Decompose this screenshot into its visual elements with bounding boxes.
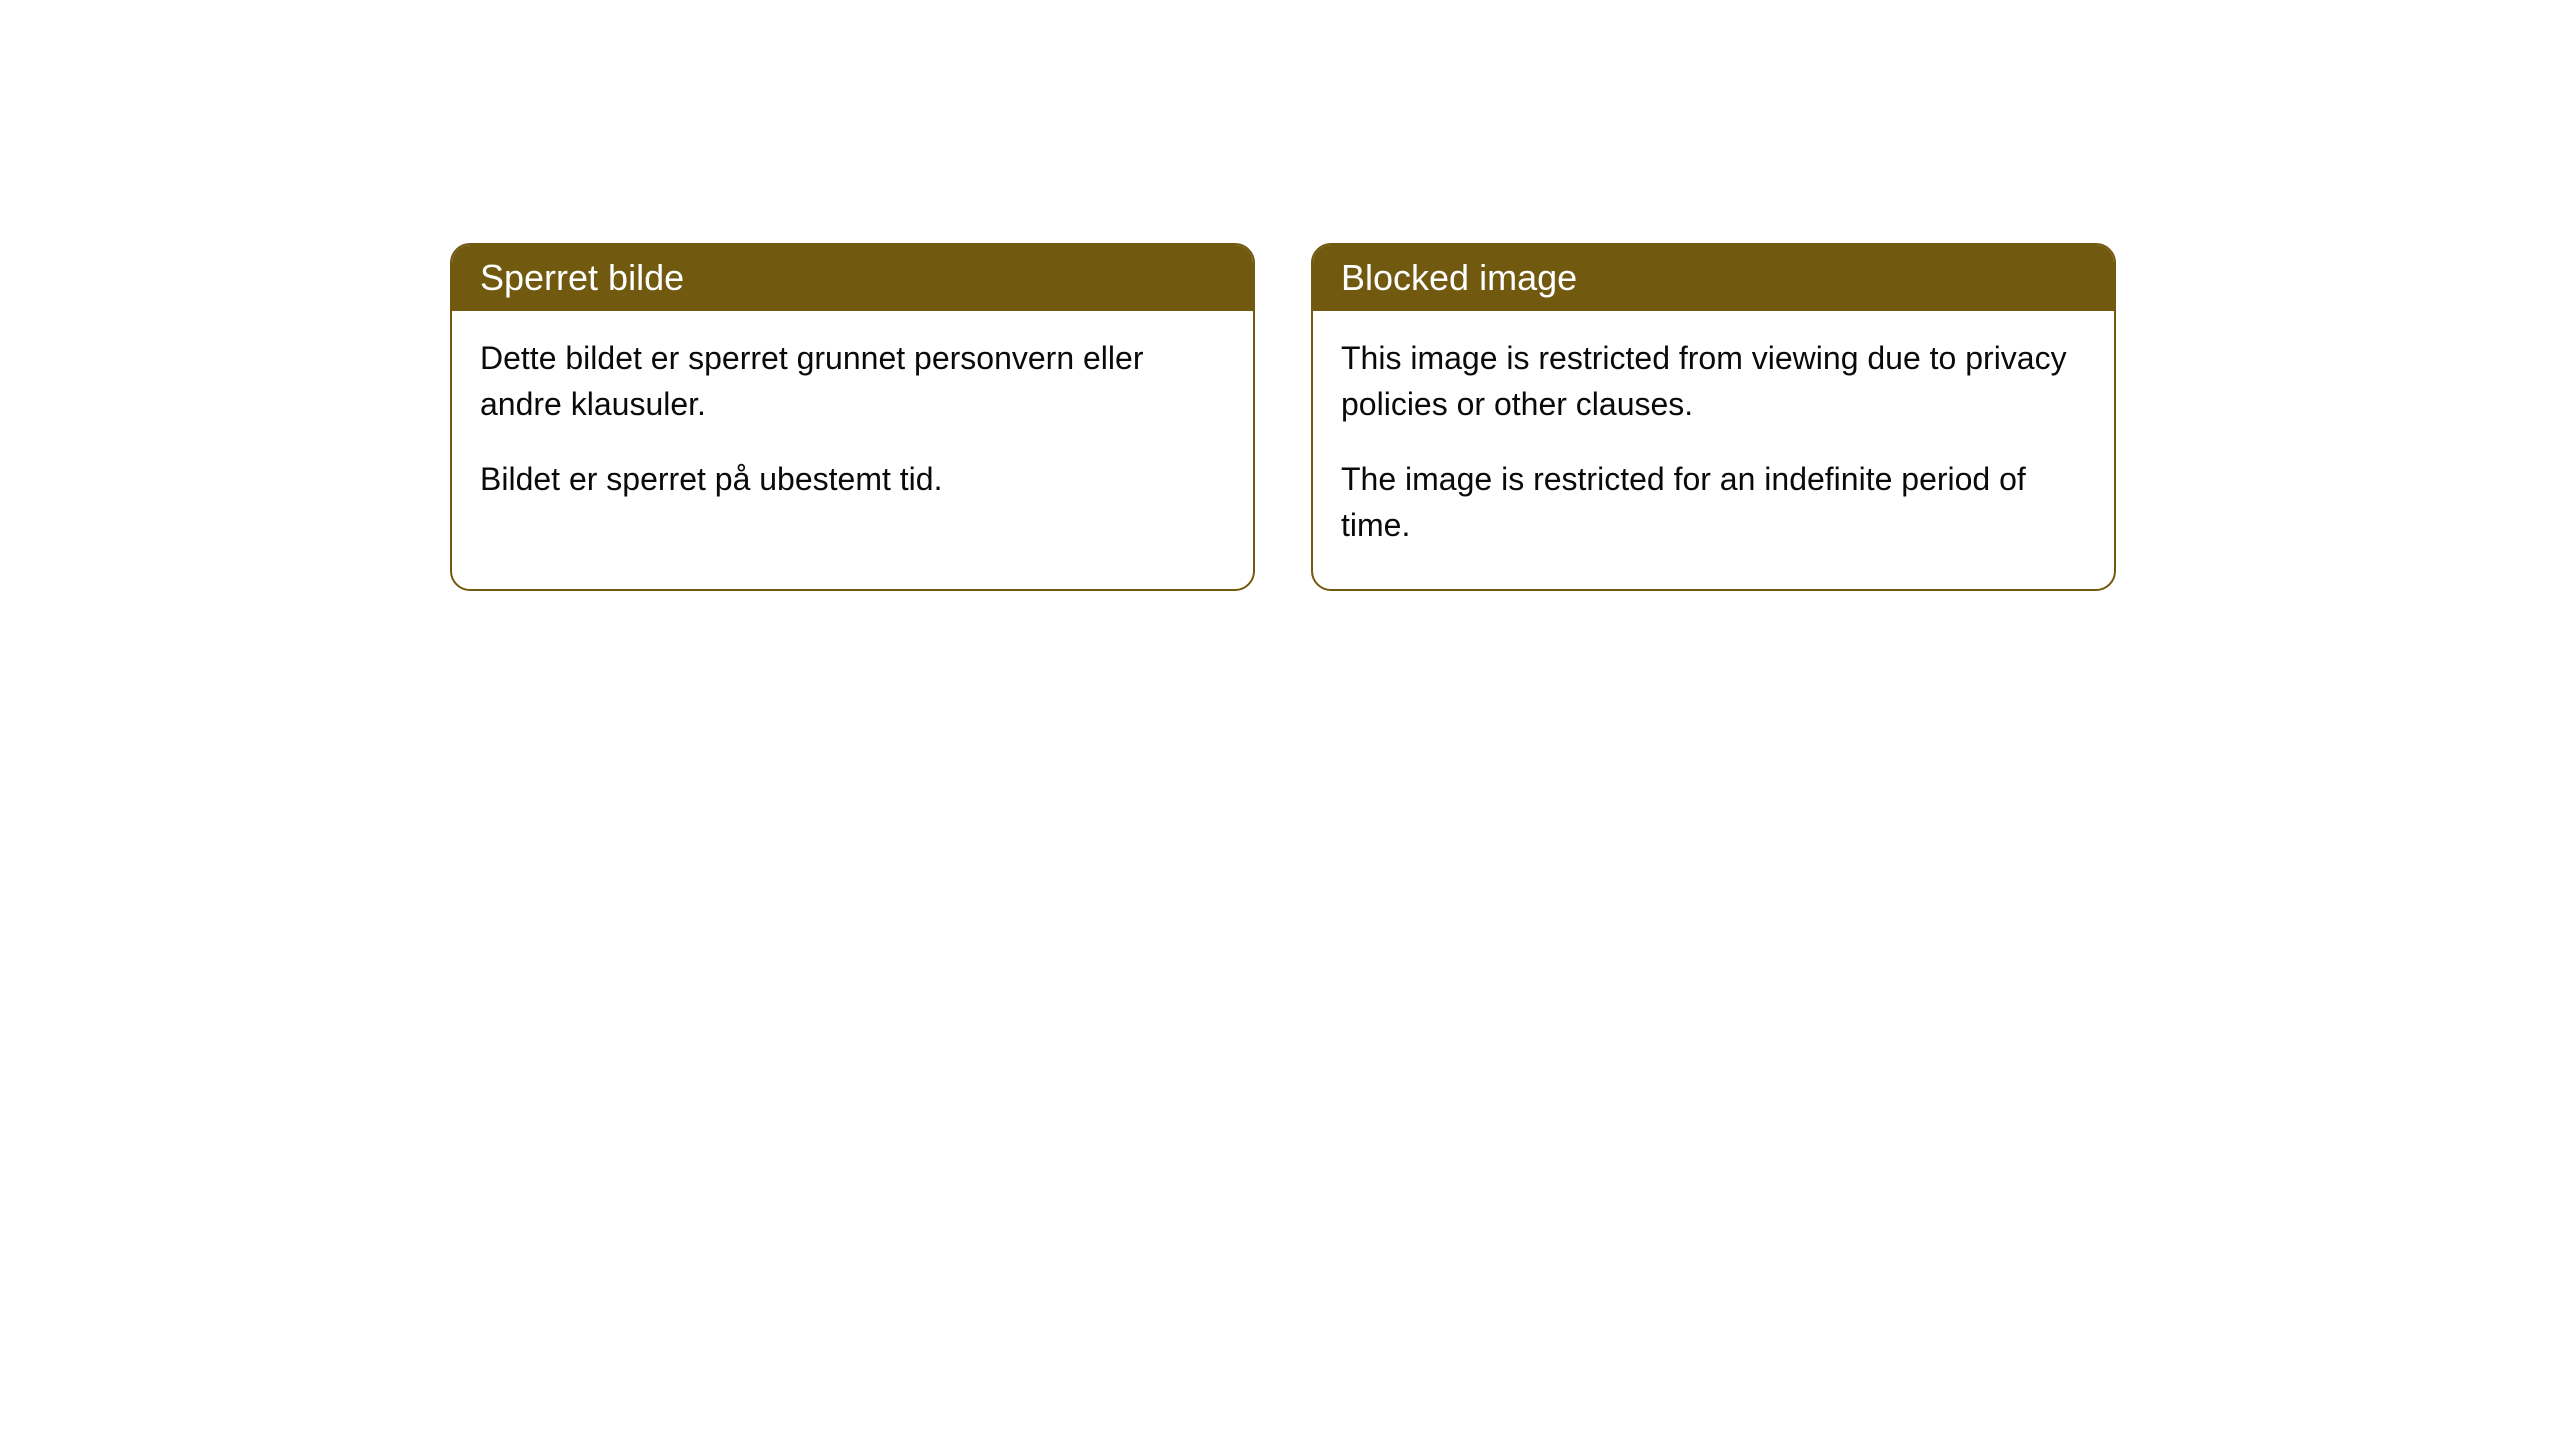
card-body-en: This image is restricted from viewing du… <box>1313 311 2114 589</box>
card-header-en: Blocked image <box>1313 245 2114 311</box>
card-paragraph-1-en: This image is restricted from viewing du… <box>1341 335 2086 428</box>
blocked-image-card-no: Sperret bilde Dette bildet er sperret gr… <box>450 243 1255 591</box>
card-paragraph-2-no: Bildet er sperret på ubestemt tid. <box>480 456 1225 502</box>
card-body-no: Dette bildet er sperret grunnet personve… <box>452 311 1253 542</box>
notice-cards-container: Sperret bilde Dette bildet er sperret gr… <box>450 243 2116 591</box>
card-paragraph-2-en: The image is restricted for an indefinit… <box>1341 456 2086 549</box>
card-title-en: Blocked image <box>1341 257 1577 298</box>
blocked-image-card-en: Blocked image This image is restricted f… <box>1311 243 2116 591</box>
card-header-no: Sperret bilde <box>452 245 1253 311</box>
card-title-no: Sperret bilde <box>480 257 684 298</box>
card-paragraph-1-no: Dette bildet er sperret grunnet personve… <box>480 335 1225 428</box>
